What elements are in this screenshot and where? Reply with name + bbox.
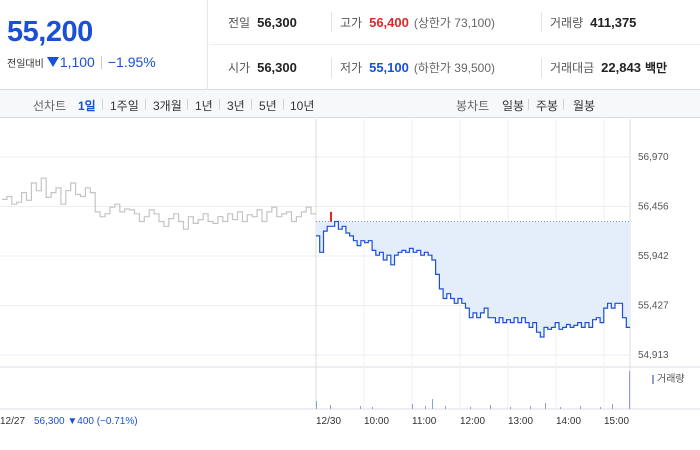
tab-period-1d[interactable]: 1일: [78, 99, 96, 113]
x-axis: 12/27 12/30 10:00 11:00 12:00 13:00 14:00 15:00: [0, 416, 629, 427]
tab-period-5y[interactable]: 5년: [259, 99, 277, 113]
tab-period-3y[interactable]: 3년: [227, 99, 245, 113]
stat-low: 저가 55,100 (하한가 39,500): [331, 57, 496, 78]
volume-bar: [330, 405, 331, 409]
stat-volume: 거래량 411,375: [541, 12, 636, 32]
divider: [563, 99, 564, 110]
stat-unit: 백만: [644, 61, 668, 75]
candle-chart-label: 봉차트: [456, 99, 490, 113]
change-row: 전일대비 1,100 −1.95%: [7, 54, 156, 70]
tab-candle-daily[interactable]: 일봉: [502, 99, 525, 113]
volume-bar: [560, 407, 561, 409]
volume-bar: [432, 399, 433, 409]
stats-grid: 전일 56,300 고가 56,400 (상한가 73,100) 거래량 411…: [209, 0, 700, 90]
y-tick-label: 55,427: [638, 301, 669, 312]
down-arrow-icon: [46, 57, 59, 67]
volume-bar: [360, 406, 361, 409]
volume-bar: [510, 407, 511, 409]
divider: [187, 99, 188, 110]
x-tick-label: 14:00: [556, 416, 581, 427]
price-chart[interactable]: 56,970 56,456 55,942 55,427 54,913 거래량 12/27…: [0, 119, 700, 450]
change-amount: 1,100: [59, 54, 95, 70]
tab-period-3m[interactable]: 3개월: [153, 99, 182, 113]
volume-bar: [372, 407, 373, 409]
stat-value: 411,375: [590, 14, 637, 30]
volume-panel: 거래량: [316, 371, 685, 409]
prev-day-close: 56,300 ▼400 (−0.71%): [34, 416, 138, 427]
volume-bar: [600, 407, 601, 409]
upper-limit: (상한가 73,100): [413, 15, 496, 30]
below-close-fill: [316, 221, 630, 337]
change-label: 전일대비: [7, 58, 44, 70]
stat-label: 전일: [228, 15, 251, 30]
line-chart-label: 선차트: [33, 99, 67, 113]
divider: [251, 99, 252, 110]
volume-bar: [580, 406, 581, 409]
volume-legend-swatch: [652, 375, 654, 384]
chart-area: [316, 221, 630, 337]
tab-period-10y[interactable]: 10년: [290, 99, 315, 113]
divider: [102, 99, 103, 110]
x-tick-label: 15:00: [604, 416, 629, 427]
x-tick-label: 10:00: [364, 416, 389, 427]
chart-toolbar: 선차트 1일 1주일 3개월 1년 3년 5년 10년 봉차트 일봉 주봉 월봉: [0, 90, 700, 118]
volume-bar: [316, 401, 317, 409]
volume-bar: [612, 404, 613, 409]
divider: [100, 55, 102, 69]
tab-candle-weekly[interactable]: 주봉: [536, 99, 559, 113]
volume-bar: [629, 371, 630, 409]
stat-label: 시가: [228, 61, 251, 75]
volume-bar: [425, 406, 426, 409]
x-tick-label: 11:00: [412, 416, 437, 427]
stat-prev-close: 전일 56,300: [228, 12, 297, 32]
stat-label: 저가: [340, 61, 363, 75]
stat-label: 거래대금: [550, 61, 595, 75]
volume-bar: [530, 406, 531, 409]
stat-trade-value: 거래대금 22,843 백만: [541, 57, 668, 78]
price-box: 55,200 전일대비 1,100 −1.95%: [0, 0, 208, 90]
volume-bar: [445, 406, 446, 409]
current-price: 55,200: [7, 16, 93, 48]
x-tick-label: 12:00: [460, 416, 485, 427]
change-percent: −1.95%: [107, 54, 156, 70]
x-tick-label: 13:00: [508, 416, 533, 427]
stat-label: 거래량: [550, 15, 584, 30]
stat-value: 22,843: [601, 60, 641, 75]
chart-footer: 56,300 ▼400 (−0.71%): [34, 416, 138, 427]
stat-label: 고가: [340, 15, 363, 30]
divider: [528, 99, 529, 110]
volume-legend-label: 거래량: [657, 373, 685, 385]
volume-bar: [490, 405, 491, 409]
stock-summary: 55,200 전일대비 1,100 −1.95% 전일 56,300 고가 56…: [0, 0, 700, 90]
tab-period-1y[interactable]: 1년: [195, 99, 213, 113]
tab-candle-monthly[interactable]: 월봉: [573, 99, 596, 113]
y-tick-label: 54,913: [638, 350, 669, 361]
stat-value: 56,400: [369, 14, 409, 30]
y-tick-label: 56,456: [638, 202, 669, 213]
stats-row: 전일 56,300 고가 56,400 (상한가 73,100) 거래량 411…: [209, 0, 700, 45]
stat-high: 고가 56,400 (상한가 73,100): [331, 12, 495, 32]
stat-value: 55,100: [369, 60, 409, 75]
stat-value: 56,300: [257, 60, 297, 75]
y-axis-labels: 56,970 56,456 55,942 55,427 54,913: [638, 152, 669, 361]
x-tick-label: 12/27: [0, 416, 25, 427]
y-tick-label: 55,942: [638, 251, 669, 262]
lower-limit: (하한가 39,500): [413, 61, 496, 75]
volume-bar: [470, 407, 471, 409]
tab-period-1w[interactable]: 1주일: [110, 99, 139, 113]
chart-lines: [2, 177, 630, 338]
volume-bar: [545, 403, 546, 409]
volume-bar: [412, 404, 413, 409]
prev-day-line: [2, 177, 316, 230]
x-tick-label: 12/30: [316, 416, 341, 427]
stat-open: 시가 56,300: [228, 58, 297, 78]
stat-value: 56,300: [257, 14, 297, 30]
divider: [145, 99, 146, 110]
divider: [219, 99, 220, 110]
stats-row: 시가 56,300 저가 55,100 (하한가 39,500) 거래대금 22…: [209, 45, 700, 90]
today-price-line: [316, 220, 630, 338]
y-tick-label: 56,970: [638, 152, 669, 163]
divider: [283, 99, 284, 110]
